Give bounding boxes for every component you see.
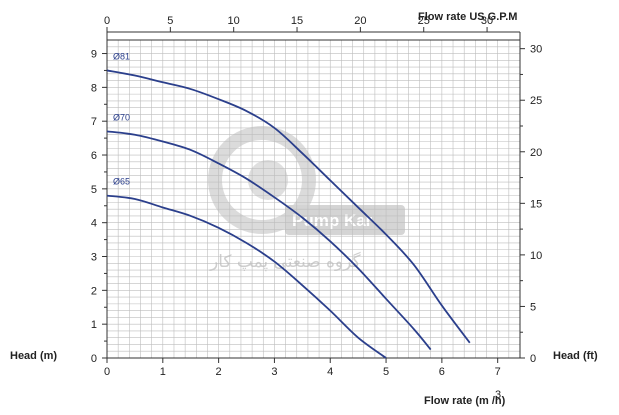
y-right-tick-label: 5 bbox=[530, 301, 536, 313]
x-top-tick-label: 30 bbox=[481, 15, 493, 27]
y-left-tick-label: 8 bbox=[91, 82, 97, 94]
y-left-tick-label: 7 bbox=[91, 116, 97, 128]
plot-frame bbox=[106, 39, 521, 359]
y-right-tick-label: 10 bbox=[530, 250, 542, 262]
x-top-axis-title: Flow rate US G.P.M bbox=[418, 11, 517, 23]
chart-grid bbox=[106, 39, 521, 359]
x-bottom-tick-label: 2 bbox=[216, 366, 222, 378]
x-bottom-axis-title-superscript: 3 bbox=[495, 389, 501, 401]
y-left-tick-label: 5 bbox=[91, 184, 97, 196]
series-label-1: Ø81 bbox=[113, 51, 130, 61]
x-bottom-tick-label: 3 bbox=[271, 366, 277, 378]
y-right-axis-title: Head (ft) bbox=[553, 350, 598, 362]
watermark-persian-text: گروه صنعتی پمپ کار bbox=[209, 251, 362, 272]
x-bottom-tick-label: 4 bbox=[327, 366, 333, 378]
watermark-brand: Pump Kar bbox=[292, 211, 373, 230]
y-left-tick-label: 9 bbox=[91, 49, 97, 61]
series-label-3: Ø65 bbox=[113, 177, 130, 187]
y-left-tick-label: 3 bbox=[91, 252, 97, 264]
y-right-tick-label: 15 bbox=[530, 198, 542, 210]
x-top-tick-label: 15 bbox=[291, 15, 303, 27]
series-label-2: Ø70 bbox=[113, 112, 130, 122]
watermark-ring bbox=[208, 126, 316, 234]
y-right-tick-label: 30 bbox=[530, 44, 542, 56]
x-bottom-tick-label: 5 bbox=[383, 366, 389, 378]
y-left-tick-label: 0 bbox=[91, 353, 97, 365]
x-bottom-tick-label: 7 bbox=[495, 366, 501, 378]
y-left-tick-label: 4 bbox=[91, 218, 97, 230]
chart-curves bbox=[106, 69, 471, 359]
watermark-center bbox=[248, 160, 288, 200]
y-left-tick-label: 1 bbox=[91, 319, 97, 331]
series-line-1 bbox=[106, 69, 471, 344]
series-line-3 bbox=[106, 194, 387, 359]
y-left-tick-label: 2 bbox=[91, 285, 97, 297]
chart-labels: Ø81 Ø70 Ø65 bbox=[113, 51, 130, 186]
y-right-tick-label: 0 bbox=[530, 353, 536, 365]
chart-axes: 0 1 2 3 4 5 6 7 0 5 10 15 20 25 30 0 1 2 3 4 5 6 7 8 9 0 5 10 15 20 25… bbox=[91, 15, 542, 378]
x-top-tick-label: 10 bbox=[228, 15, 240, 27]
series-line-2 bbox=[106, 130, 432, 351]
x-bottom-tick-label: 1 bbox=[160, 366, 166, 378]
y-left-tick-label: 6 bbox=[91, 150, 97, 162]
x-top-tick-label: 5 bbox=[167, 15, 173, 27]
x-bottom-axis-title: Flow rate (m /h) bbox=[424, 395, 506, 407]
y-left-axis-title: Head (m) bbox=[10, 350, 57, 362]
x-top-tick-label: 0 bbox=[104, 15, 110, 27]
y-right-tick-label: 20 bbox=[530, 147, 542, 159]
x-bottom-tick-label: 6 bbox=[439, 366, 445, 378]
x-bottom-tick-label: 0 bbox=[104, 366, 110, 378]
x-top-tick-label: 25 bbox=[418, 15, 430, 27]
y-right-tick-label: 25 bbox=[530, 95, 542, 107]
x-top-tick-label: 20 bbox=[354, 15, 366, 27]
